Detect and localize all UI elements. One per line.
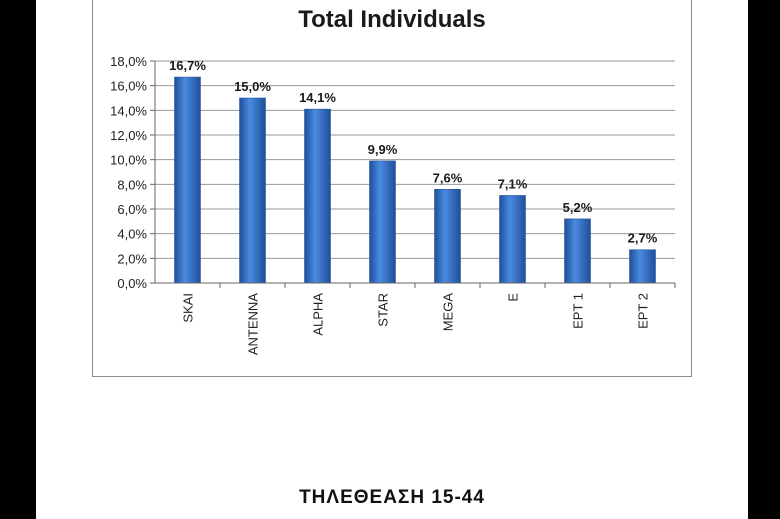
category-label: ANTENNA [246, 293, 261, 355]
bar [369, 160, 396, 284]
data-label: 7,6% [433, 170, 463, 185]
y-tick-label: 2,0% [117, 251, 147, 266]
y-tick-label: 4,0% [117, 227, 147, 242]
category-label: SKAI [181, 293, 196, 323]
data-label: 5,2% [563, 200, 593, 215]
data-label: 2,7% [628, 231, 658, 246]
bar [434, 189, 461, 284]
y-tick-label: 10,0% [110, 153, 147, 168]
chart-frame: Total Individuals 16,7% 15,0% 14,1% 9,9% 7,6… [92, 0, 692, 377]
footer-caption: ΤΗΛΕΘΕΑΣΗ 15-44 [299, 487, 485, 508]
data-label: 16,7% [169, 58, 206, 73]
left-black-border [0, 0, 36, 519]
bar [629, 249, 656, 284]
category-label: ALPHA [311, 293, 326, 336]
y-tick-label: 16,0% [110, 79, 147, 94]
bar [499, 195, 526, 284]
bar [239, 97, 266, 284]
y-tick-label: 12,0% [110, 128, 147, 143]
category-label: E [506, 293, 521, 302]
y-tick-label: 6,0% [117, 202, 147, 217]
category-label: MEGA [441, 293, 456, 332]
bar [304, 108, 331, 284]
right-black-border [748, 0, 780, 519]
label-layer: 16,7% 15,0% 14,1% 9,9% 7,6% 7,1% 5,2% 2,7% [169, 58, 658, 246]
slide-page: Total Individuals 16,7% 15,0% 14,1% 9,9% 7,6… [36, 0, 748, 519]
category-label: EPT 2 [636, 293, 651, 329]
data-label: 15,0% [234, 79, 271, 94]
grid-layer [155, 60, 675, 259]
chart-title: Total Individuals [298, 6, 486, 33]
bar-chart: 16,7% 15,0% 14,1% 9,9% 7,6% 7,1% 5,2% 2,7% 0,0%… [110, 54, 676, 355]
bar [564, 218, 591, 284]
bar-layer [174, 76, 656, 284]
data-label: 7,1% [498, 176, 528, 191]
data-label: 9,9% [368, 142, 398, 157]
y-tick-label: 14,0% [110, 103, 147, 118]
axis-layer: 0,0% 2,0% 4,0% 6,0% 8,0% 10,0% 12,0% 14,0% 16,0%… [110, 54, 676, 355]
y-tick-label: 18,0% [110, 54, 147, 69]
data-label: 14,1% [299, 90, 336, 105]
category-label: STAR [376, 293, 391, 327]
bar [174, 76, 201, 284]
y-tick-label: 0,0% [117, 276, 147, 291]
category-label: EPT 1 [571, 293, 586, 329]
y-tick-label: 8,0% [117, 177, 147, 192]
